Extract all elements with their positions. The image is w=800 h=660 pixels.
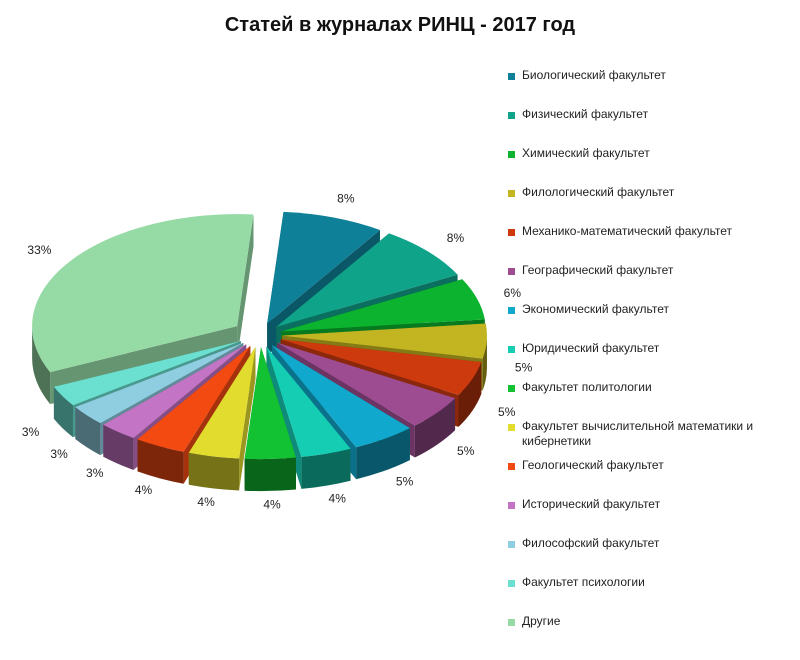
legend-label: Экономический факультет	[522, 302, 669, 316]
legend-swatch	[508, 112, 515, 119]
slice-top	[272, 345, 410, 448]
slice-top	[244, 347, 296, 460]
pie-slice	[244, 347, 296, 492]
legend-item: Механико-математический факультет	[508, 224, 798, 263]
legend-swatch	[508, 502, 515, 509]
legend-swatch	[508, 385, 515, 392]
legend-swatch	[508, 190, 515, 197]
legend-swatch	[508, 541, 515, 548]
data-label: 3%	[50, 447, 68, 461]
slice-top	[277, 342, 456, 426]
slice-top	[137, 345, 251, 452]
slice-top	[103, 344, 247, 438]
data-label: 33%	[27, 243, 51, 257]
legend-label: Химический факультет	[522, 146, 650, 160]
legend-swatch	[508, 580, 515, 587]
pie-slice	[188, 346, 256, 491]
legend-swatch	[508, 619, 515, 626]
legend-item: Географический факультет	[508, 263, 798, 302]
data-label: 3%	[22, 425, 40, 439]
slice-top	[53, 340, 241, 406]
slice-side	[137, 439, 184, 484]
legend-label: Филологический факультет	[522, 185, 675, 199]
data-label: 4%	[263, 498, 281, 512]
slice-top	[281, 323, 487, 359]
legend-item: Биологический факультет	[508, 68, 798, 107]
slice-top	[280, 339, 482, 395]
slice-side	[458, 362, 482, 427]
legend-label: Геологический факультет	[522, 458, 664, 472]
legend-swatch	[508, 346, 515, 353]
chart-title: Статей в журналах РИНЦ - 2017 год	[224, 14, 576, 36]
legend-swatch	[508, 151, 515, 158]
data-label: 5%	[396, 474, 414, 488]
slice-top	[32, 214, 254, 373]
slice-cut-face	[237, 214, 254, 359]
legend-swatch	[508, 73, 515, 80]
slice-top	[281, 279, 485, 332]
pie-slice	[266, 346, 351, 489]
legend-item: Факультет вычислительной математики и ки…	[508, 419, 798, 458]
legend-label: Другие	[522, 614, 561, 628]
legend-label: Факультет вычислительной математики и ки…	[522, 419, 754, 448]
slice-top	[75, 342, 244, 424]
legend-swatch	[508, 268, 515, 275]
legend-item: Другие	[508, 614, 798, 653]
slice-top	[267, 211, 380, 324]
data-label: 8%	[337, 192, 355, 206]
legend-item: Физический факультет	[508, 107, 798, 146]
slice-side	[75, 407, 101, 456]
legend-item: Геологический факультет	[508, 458, 798, 497]
data-label: 3%	[86, 466, 104, 480]
legend-item: Факультет политологии	[508, 380, 798, 419]
legend-label: Географический факультет	[522, 263, 674, 277]
slice-side	[53, 386, 73, 438]
data-label: 5%	[498, 405, 516, 419]
legend-item: Исторический факультет	[508, 497, 798, 536]
data-label: 5%	[515, 361, 533, 375]
slice-side	[103, 424, 134, 470]
legend-item: Экономический факультет	[508, 302, 798, 341]
slice-side	[482, 335, 487, 391]
slice-side	[414, 398, 456, 458]
legend-item: Философский факультет	[508, 536, 798, 575]
legend: Биологический факультет Физический факуль…	[508, 68, 798, 653]
legend-label: Исторический факультет	[522, 497, 661, 511]
slice-cut-face	[75, 342, 244, 440]
slice-top	[266, 346, 351, 457]
legend-item: Юридический факультет	[508, 341, 798, 380]
data-label: 4%	[135, 483, 153, 497]
legend-item: Химический факультет	[508, 146, 798, 185]
data-label: 4%	[329, 492, 347, 506]
legend-swatch	[508, 307, 515, 314]
legend-label: Физический факультет	[522, 107, 649, 121]
data-label: 6%	[504, 286, 522, 300]
legend-label: Факультет политологии	[522, 380, 652, 394]
slice-side	[244, 457, 296, 492]
slice-top	[188, 346, 256, 459]
data-label: 8%	[447, 231, 465, 245]
legend-label: Философский факультет	[522, 536, 660, 550]
legend-label: Юридический факультет	[522, 341, 660, 355]
legend-swatch	[508, 229, 515, 236]
slice-side	[356, 428, 410, 480]
legend-item: Филологический факультет	[508, 185, 798, 224]
legend-swatch	[508, 424, 515, 431]
legend-label: Механико-математический факультет	[522, 224, 733, 238]
legend-swatch	[508, 463, 515, 470]
data-label: 5%	[457, 444, 475, 458]
slice-top	[276, 233, 458, 327]
slice-side	[188, 452, 240, 491]
legend-item: Факультет психологии	[508, 575, 798, 614]
legend-label: Факультет психологии	[522, 575, 645, 589]
slice-side	[32, 326, 51, 405]
legend-label: Биологический факультет	[522, 68, 666, 82]
slice-side	[301, 448, 351, 489]
data-label: 4%	[197, 495, 215, 509]
